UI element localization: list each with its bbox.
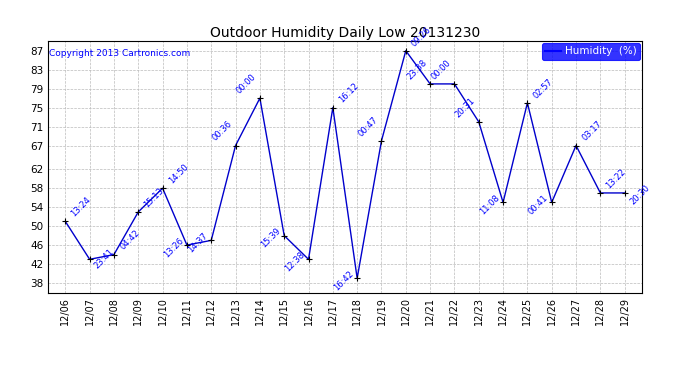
Text: 12:38: 12:38 bbox=[284, 250, 307, 273]
Text: 00:00: 00:00 bbox=[429, 58, 453, 81]
Text: 00:47: 00:47 bbox=[357, 115, 380, 138]
Title: Outdoor Humidity Daily Low 20131230: Outdoor Humidity Daily Low 20131230 bbox=[210, 26, 480, 40]
Text: 13:26: 13:26 bbox=[162, 236, 185, 259]
Text: 20:31: 20:31 bbox=[454, 96, 477, 119]
Text: 14:50: 14:50 bbox=[167, 162, 190, 185]
Text: 20:30: 20:30 bbox=[629, 184, 652, 207]
Text: 02:57: 02:57 bbox=[531, 77, 555, 100]
Text: 00:00: 00:00 bbox=[235, 72, 258, 95]
Text: 14:37: 14:37 bbox=[186, 231, 210, 254]
Text: 09:26: 09:26 bbox=[410, 25, 433, 48]
Text: 16:12: 16:12 bbox=[337, 82, 360, 105]
Text: 00:41: 00:41 bbox=[526, 193, 550, 216]
Text: 00:36: 00:36 bbox=[210, 119, 234, 143]
Text: 13:22: 13:22 bbox=[604, 167, 628, 190]
Text: 13:24: 13:24 bbox=[70, 195, 92, 219]
Text: Copyright 2013 Cartronics.com: Copyright 2013 Cartronics.com bbox=[50, 49, 190, 58]
Text: 11:08: 11:08 bbox=[478, 193, 502, 216]
Text: 23:38: 23:38 bbox=[405, 58, 428, 81]
Text: 15:39: 15:39 bbox=[259, 226, 282, 249]
Text: 15:13: 15:13 bbox=[142, 186, 166, 209]
Text: 23:41: 23:41 bbox=[92, 247, 116, 270]
Text: 04:42: 04:42 bbox=[118, 229, 141, 252]
Legend: Humidity  (%): Humidity (%) bbox=[542, 44, 640, 60]
Text: 03:17: 03:17 bbox=[580, 119, 604, 143]
Text: 16:42: 16:42 bbox=[332, 269, 355, 292]
